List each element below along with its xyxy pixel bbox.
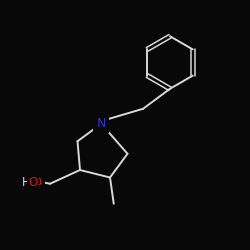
Text: O: O [28, 176, 38, 189]
Text: N: N [96, 117, 106, 130]
Text: H: H [22, 176, 31, 189]
Text: HO: HO [25, 176, 43, 189]
